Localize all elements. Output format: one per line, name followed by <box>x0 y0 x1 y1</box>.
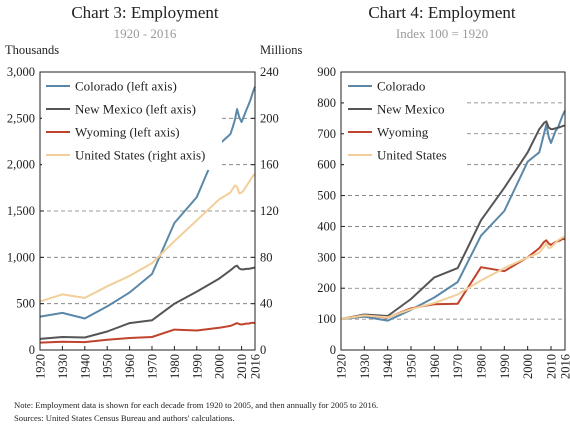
y-tick-label: 900 <box>317 65 336 79</box>
x-tick-label: 1930 <box>56 354 70 379</box>
y-tick-label: 300 <box>317 250 336 264</box>
chart-3-right-unit: Millions <box>260 43 303 57</box>
series-line-wyoming <box>340 237 566 321</box>
y-right-tick-label: 120 <box>260 204 279 218</box>
x-tick-label: 1990 <box>190 354 204 379</box>
series-line-united <box>39 173 256 303</box>
chart-3-title: Chart 3: Employment <box>71 3 219 22</box>
chart-4-series-lines <box>340 110 566 322</box>
y-tick-label: 0 <box>330 343 336 357</box>
y-tick-label: 0 <box>29 343 35 357</box>
chart-4-y-tick-labels: 0 100 200 300 400 500 600 700 800 900 <box>317 65 345 357</box>
x-tick-label: 2010 <box>545 354 559 379</box>
x-tick-label: 1940 <box>381 354 395 379</box>
x-tick-label: 1930 <box>358 354 372 379</box>
y-tick-label: 1,000 <box>7 250 35 264</box>
x-tick-label: 1970 <box>145 354 159 379</box>
chart-4-x-tick-labels: 1920 1930 1940 1950 1960 1970 1980 1990 2000 2010… <box>335 346 570 379</box>
chart-3-legend: Colorado (left axis) New Mexico (left axi… <box>42 74 222 170</box>
chart-3-series-lines <box>39 86 256 344</box>
x-tick-label: 1970 <box>451 354 465 379</box>
x-tick-label: 1960 <box>428 354 442 379</box>
series-line-colorado <box>39 86 256 320</box>
legend-label: New Mexico (left axis) <box>75 102 196 117</box>
legend-label: Wyoming (left axis) <box>75 125 180 140</box>
y-right-tick-label: 40 <box>260 297 273 311</box>
y-tick-label: 100 <box>317 312 336 326</box>
chart-3-subtitle: 1920 - 2016 <box>114 26 177 41</box>
x-tick-label: 1920 <box>335 354 349 379</box>
chart-4-plot-frame <box>340 71 566 351</box>
chart-3-left-unit: Thousands <box>5 43 59 57</box>
y-tick-label: 3,000 <box>7 65 35 79</box>
x-tick-label: 1920 <box>34 354 48 379</box>
y-tick-label: 1,500 <box>7 204 35 218</box>
x-tick-label: 2000 <box>213 354 227 379</box>
y-tick-label: 200 <box>317 281 336 295</box>
y-tick-label: 500 <box>16 297 35 311</box>
y-tick-label: 500 <box>317 189 336 203</box>
chart-3-plot-frame <box>39 71 256 351</box>
x-tick-label: 2016 <box>559 354 570 379</box>
chart-4-title: Chart 4: Employment <box>368 3 516 22</box>
footnote-note: Note: Employment data is shown for each … <box>14 400 378 410</box>
chart-3-left-tick-labels: 0 500 1,000 1,500 2,000 2,500 3,000 <box>7 65 44 357</box>
x-tick-label: 2000 <box>521 354 535 379</box>
series-line-wyoming <box>39 321 256 344</box>
series-line-new <box>39 264 256 340</box>
y-right-tick-label: 160 <box>260 158 279 172</box>
y-tick-label: 700 <box>317 127 336 141</box>
y-tick-label: 2,500 <box>7 111 35 125</box>
series-line-united <box>340 235 566 321</box>
y-right-tick-label: 0 <box>260 343 266 357</box>
x-tick-label: 1940 <box>78 354 92 379</box>
y-tick-label: 400 <box>317 219 336 233</box>
chart-4-legend: Colorado New Mexico Wyoming United States <box>344 74 464 170</box>
x-tick-label: 2016 <box>249 354 263 379</box>
chart-3: Chart 3: Employment 1920 - 2016 Thousand… <box>5 3 303 379</box>
chart-4-subtitle: Index 100 = 1920 <box>396 26 488 41</box>
x-tick-label: 1950 <box>405 354 419 379</box>
y-tick-label: 600 <box>317 158 336 172</box>
x-tick-label: 1980 <box>168 354 182 379</box>
series-line-new <box>340 120 566 321</box>
x-tick-label: 2010 <box>235 354 249 379</box>
y-tick-label: 2,000 <box>7 158 35 172</box>
y-right-tick-label: 80 <box>260 250 273 264</box>
chart-3-x-tick-labels: 1920 1930 1940 1950 1960 1970 1980 1990 2000 2010… <box>34 346 263 379</box>
y-right-tick-label: 240 <box>260 65 279 79</box>
legend-background <box>42 74 222 170</box>
x-tick-label: 1990 <box>498 354 512 379</box>
x-tick-label: 1980 <box>475 354 489 379</box>
x-tick-label: 1960 <box>123 354 137 379</box>
legend-label: Colorado <box>377 79 425 94</box>
x-tick-label: 1950 <box>101 354 115 379</box>
legend-label: New Mexico <box>377 102 445 117</box>
legend-label: Wyoming <box>377 125 429 140</box>
y-tick-label: 800 <box>317 96 336 110</box>
chart-4: Chart 4: Employment Index 100 = 1920 0 10… <box>317 3 570 379</box>
legend-label: United States (right axis) <box>75 148 205 163</box>
legend-label: Colorado (left axis) <box>75 79 177 94</box>
y-right-tick-label: 200 <box>260 111 279 125</box>
legend-label: United States <box>377 148 447 163</box>
footnote-sources: Sources: United States Census Bureau and… <box>14 413 235 423</box>
